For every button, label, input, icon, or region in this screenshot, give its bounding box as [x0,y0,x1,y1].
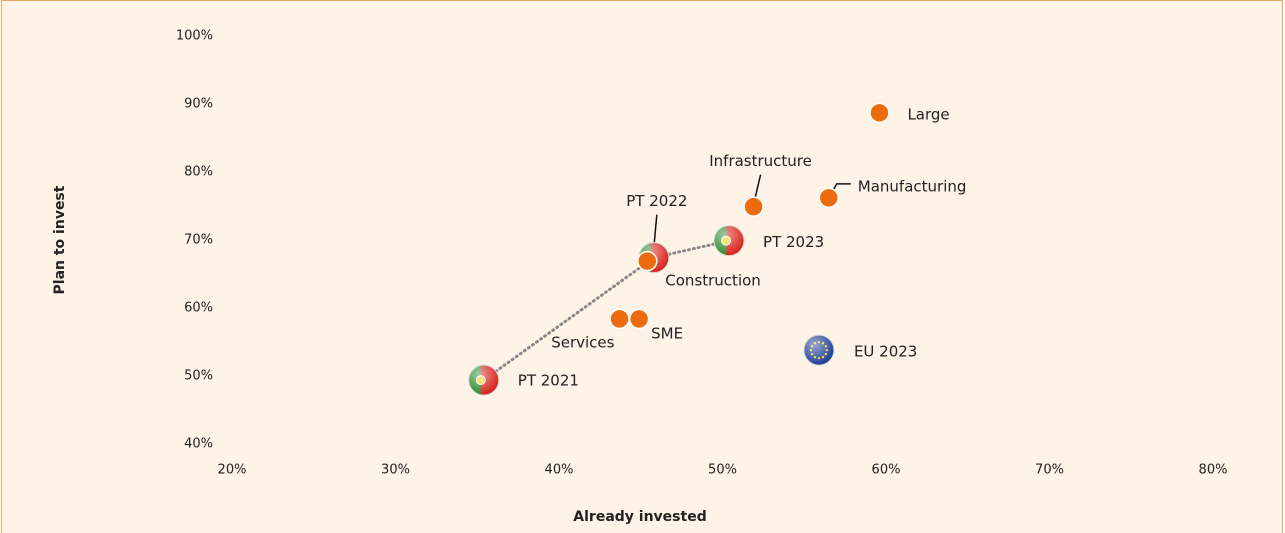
point-label: PT 2021 [518,372,579,390]
point [628,308,650,330]
y-axis-title: Plan to invest [52,185,68,294]
y-tick-label: 60% [184,301,213,316]
point-label: Services [551,333,614,351]
point [609,308,630,330]
y-tick-label: 40% [184,437,213,452]
flag-marker [713,225,745,257]
point [818,187,840,209]
x-tick-label: 30% [381,463,410,478]
x-tick-label: 50% [708,463,737,478]
y-tick-label: 50% [184,369,213,384]
x-tick-label: 20% [218,463,247,478]
point-label: PT 2022 [626,192,687,210]
point-label: EU 2023 [854,343,917,361]
point-label: Large [907,105,949,123]
leader-line [653,214,658,248]
point [869,102,890,124]
point [743,196,764,217]
y-tick-label: 100% [176,29,213,44]
flag-shine [468,364,500,396]
point-label: Manufacturing [858,177,967,195]
point-label: PT 2023 [763,233,824,251]
flag-shine [713,225,745,257]
point-label: SME [651,324,683,342]
y-tick-label: 80% [184,165,213,180]
y-tick-label: 90% [184,97,213,112]
x-axis-title: Already invested [573,509,706,525]
x-tick-label: 80% [1199,463,1228,478]
point [637,250,658,272]
x-tick-label: 60% [872,463,901,478]
flag-marker [803,334,835,366]
x-tick-label: 40% [545,463,574,478]
x-tick-label: 70% [1035,463,1064,478]
flag-shine [803,334,835,366]
flag-marker [468,364,500,396]
point-label: Construction [665,272,761,290]
y-tick-label: 70% [184,233,213,248]
point-label: Infrastructure [709,152,812,170]
